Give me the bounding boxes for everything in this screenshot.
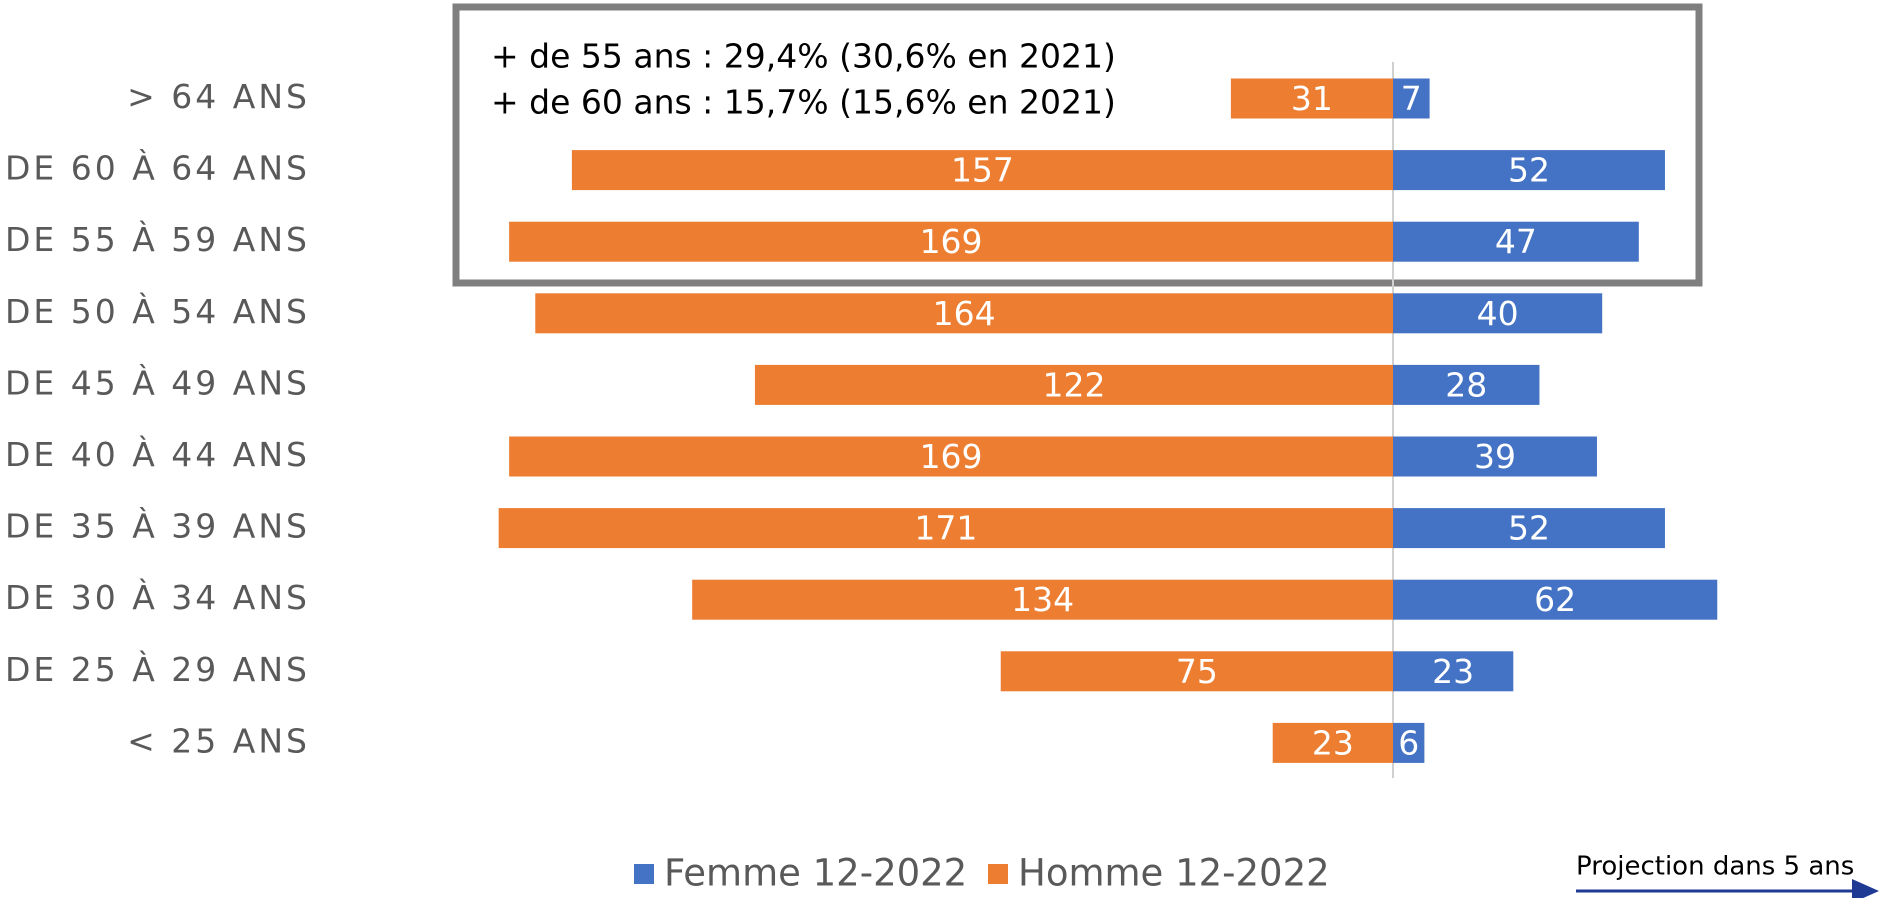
category-label: DE 30 À 34 ANS (5, 577, 310, 617)
data-label: 75 (1176, 652, 1218, 691)
bar (1393, 293, 1603, 334)
data-label: 62 (1534, 580, 1576, 619)
bar (1272, 722, 1393, 763)
data-label: 134 (1011, 580, 1074, 619)
data-label: 23 (1432, 652, 1474, 691)
bar (1393, 722, 1425, 763)
highlight-box (452, 3, 1703, 287)
annotation: + de 55 ans : 29,4% (30,6% en 2021) (491, 37, 1116, 76)
bar (498, 508, 1393, 549)
bar (1393, 651, 1514, 692)
bar (1393, 150, 1665, 191)
bar (1393, 508, 1665, 549)
category-label: > 64 ANS (127, 77, 310, 116)
bar (1393, 221, 1639, 262)
category-label: DE 45 À 49 ANS (5, 362, 310, 402)
data-label: 169 (920, 437, 983, 476)
category-label: < 25 ANS (127, 721, 310, 760)
bar (1393, 579, 1718, 620)
data-label: 52 (1508, 509, 1550, 548)
legend-label: Femme 12-2022 (664, 852, 967, 895)
bar (1393, 364, 1540, 405)
bar (535, 293, 1393, 334)
bar (754, 364, 1393, 405)
bar (1000, 651, 1393, 692)
data-label: 39 (1474, 437, 1516, 476)
legend-swatch (634, 864, 654, 884)
category-label: DE 60 À 64 ANS (5, 148, 310, 188)
data-label: 122 (1042, 365, 1105, 404)
data-label: 31 (1291, 79, 1333, 118)
annotation: Projection dans 5 ans (1576, 852, 1854, 882)
data-label: 40 (1477, 294, 1519, 333)
bar (509, 221, 1393, 262)
data-label: 47 (1495, 222, 1537, 261)
bar (1393, 436, 1597, 477)
bar (1393, 78, 1430, 119)
data-label: 157 (951, 151, 1014, 190)
data-label: 171 (914, 509, 977, 548)
category-label: DE 40 À 44 ANS (5, 434, 310, 474)
data-label: 7 (1401, 79, 1422, 118)
annotation: + de 60 ans : 15,7% (15,6% en 2021) (491, 83, 1116, 122)
bar (571, 150, 1393, 191)
data-label: 6 (1398, 723, 1419, 762)
category-label: DE 50 À 54 ANS (5, 291, 310, 331)
category-label: DE 35 À 39 ANS (5, 506, 310, 546)
data-label: 23 (1312, 723, 1354, 762)
data-label: 169 (920, 222, 983, 261)
category-label: DE 55 À 59 ANS (5, 219, 310, 259)
data-label: 164 (933, 294, 996, 333)
category-label: DE 25 À 29 ANS (5, 649, 310, 689)
bar (509, 436, 1393, 477)
legend-swatch (988, 864, 1008, 884)
bar (1230, 78, 1393, 119)
data-label: 28 (1445, 365, 1487, 404)
data-label: 52 (1508, 151, 1550, 190)
bar (692, 579, 1393, 620)
legend-label: Homme 12-2022 (1018, 852, 1330, 895)
